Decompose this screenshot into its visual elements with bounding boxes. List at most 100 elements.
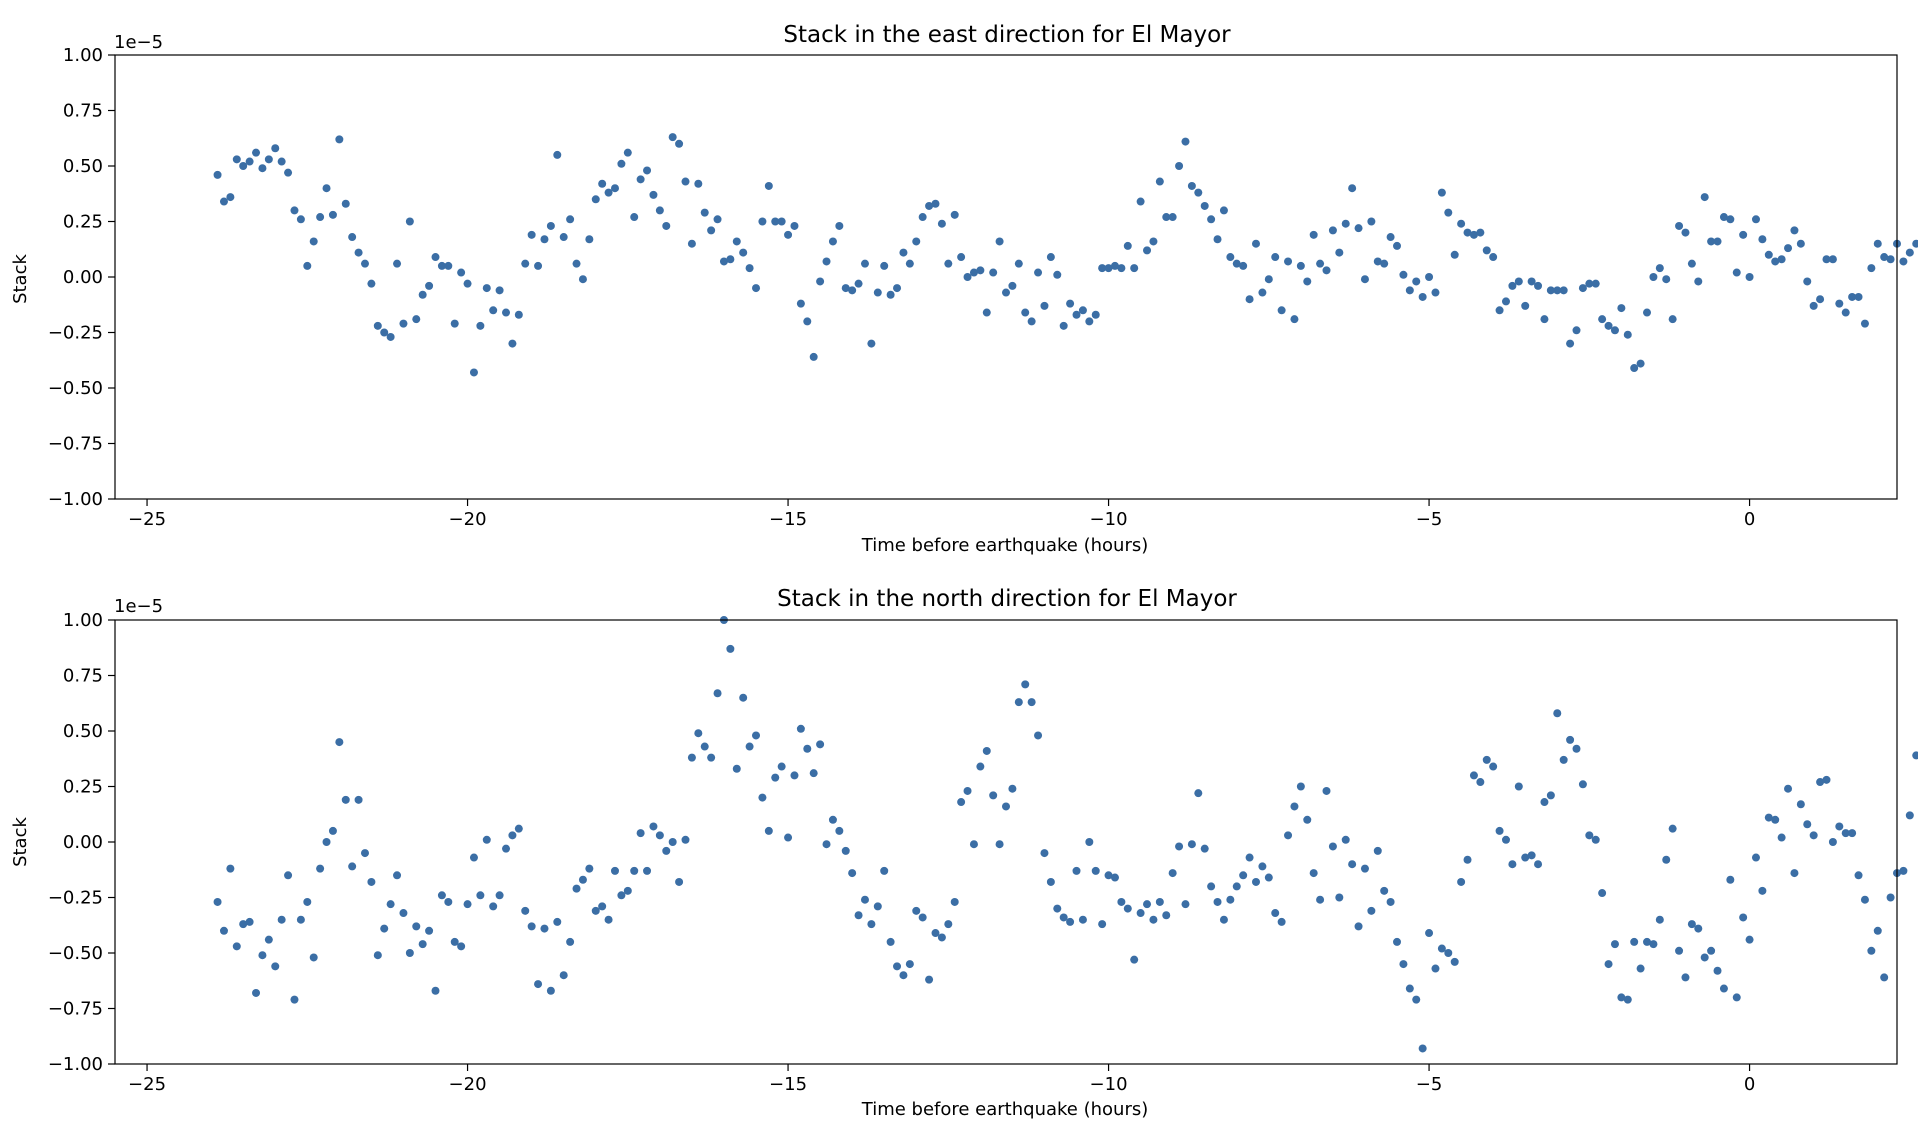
data-point [469,853,478,862]
data-point [1053,270,1062,279]
data-point [1617,304,1626,313]
data-point [1604,321,1613,330]
data-point [1360,275,1369,284]
data-point [623,886,632,895]
data-point [1514,782,1523,791]
y-axis-label: Stack [10,817,31,867]
data-point [713,689,722,698]
data-point [1662,275,1671,284]
data-point [1643,937,1652,946]
data-point [1719,984,1728,993]
data-point [925,201,934,210]
data-point [1687,259,1696,268]
data-point [1694,277,1703,286]
data-point [963,273,972,281]
data-point [893,284,902,293]
data-point [463,279,472,288]
data-point [1905,811,1914,820]
data-point [1610,326,1619,335]
y-tick-label: −0.25 [48,888,103,909]
data-point [482,284,491,293]
data-point [341,795,350,804]
data-point [1213,235,1222,244]
data-point [290,206,299,215]
y-tick-label: 1.00 [63,45,103,66]
data-point [1649,273,1658,281]
x-tick-label: −25 [128,1074,166,1095]
data-point [790,771,799,780]
data-point [1463,855,1472,864]
data-point [252,148,261,157]
data-point [912,237,921,246]
data-point [1732,268,1741,277]
data-point [1726,875,1735,884]
data-point [649,822,658,831]
data-point [1809,301,1818,310]
data-point [245,917,254,926]
data-point [1098,264,1107,273]
data-point [1117,897,1126,906]
data-point [1745,935,1754,944]
data-point [1239,261,1248,270]
data-point [1348,860,1357,869]
data-point [1002,802,1010,811]
data-point [1034,268,1043,277]
data-point [1072,310,1081,319]
data-point [1380,886,1389,895]
data-point [1489,762,1498,771]
data-point [1636,359,1645,368]
data-point [495,286,504,295]
data-point [1796,800,1805,809]
data-point [1021,308,1030,317]
data-point [1867,264,1876,273]
x-tick-label: −10 [1090,1074,1128,1095]
data-point [668,838,677,846]
data-point [1027,317,1036,326]
data-point [784,230,793,239]
data-point [860,895,869,904]
data-point [1251,877,1260,886]
data-point [1226,253,1235,262]
data-point [534,980,543,989]
data-point [1348,184,1357,193]
data-point [1777,255,1786,264]
data-point [1553,709,1562,718]
data-point [566,937,575,946]
data-point [226,864,235,873]
y-tick-label: 0.50 [63,156,103,177]
data-point [1284,831,1293,840]
data-point [1200,844,1209,853]
data-point [1450,957,1459,966]
data-point [495,891,504,900]
data-point [322,184,331,193]
data-point [1290,802,1299,811]
data-point [578,875,587,884]
data-point [508,831,517,840]
data-point [1482,755,1491,764]
data-point [816,277,825,286]
data-point [1591,835,1600,844]
data-point [681,835,690,844]
y-tick-label: −0.50 [48,378,103,399]
data-point [610,866,619,875]
data-point [816,740,825,749]
data-point [989,268,998,277]
data-point [578,275,587,284]
data-point [1604,960,1613,969]
data-point [1162,911,1171,920]
x-axis-label: Time before earthquake (hours) [861,535,1149,556]
data-point [1412,277,1421,286]
data-point [1809,831,1818,840]
data-point [1854,871,1863,880]
data-point [1277,917,1286,926]
data-point [271,144,280,153]
data-point [1328,842,1337,851]
data-point [745,742,754,751]
data-point [534,261,543,270]
data-point [687,239,696,248]
data-point [1739,913,1748,922]
data-point [1566,735,1575,744]
data-point [425,281,434,290]
data-point [969,268,978,277]
